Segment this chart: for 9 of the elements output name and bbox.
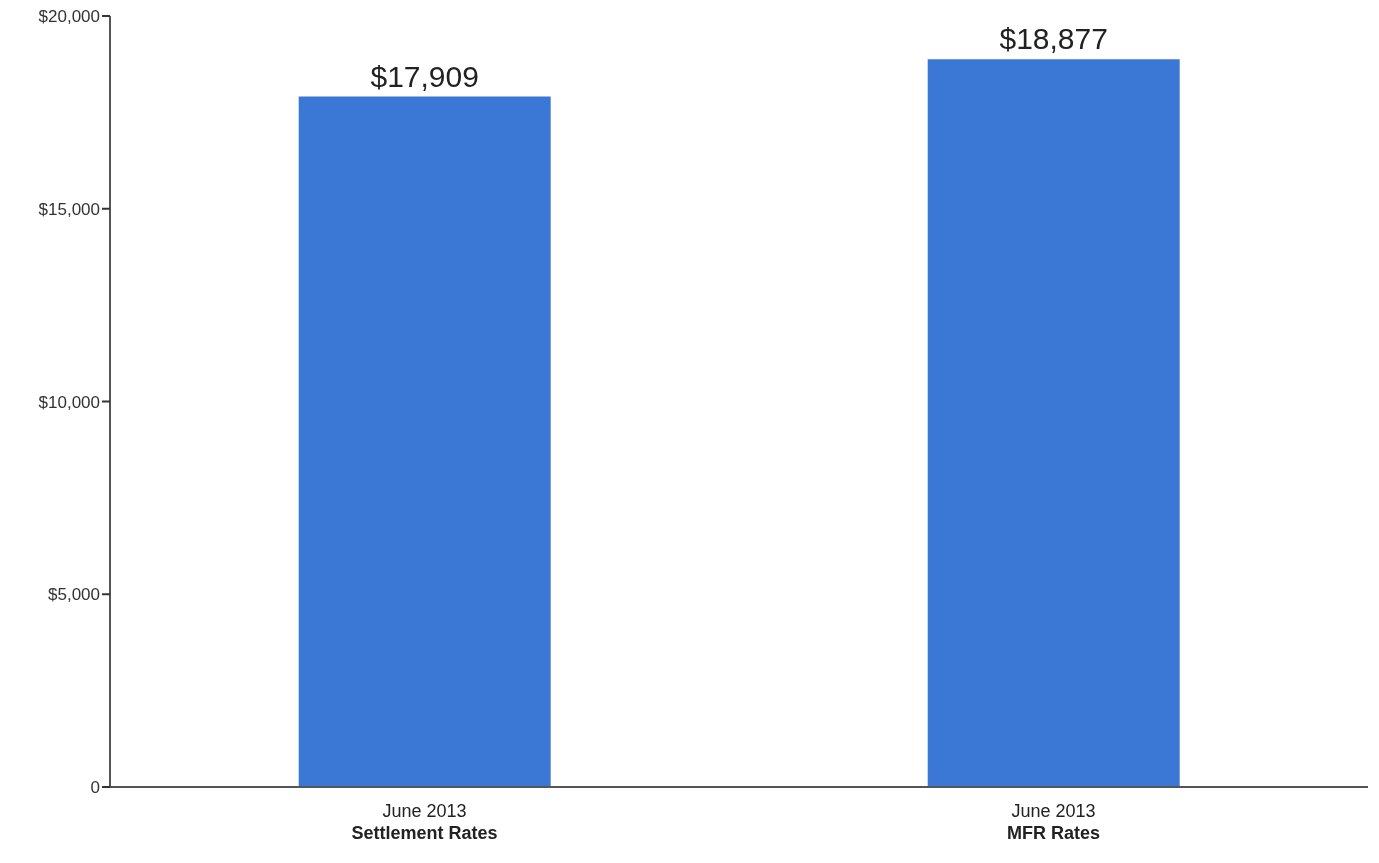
x-tick-label: June 2013 Settlement Rates <box>351 801 498 843</box>
y-tick-label: 0 <box>90 778 100 798</box>
y-tick-label: $15,000 <box>38 199 100 219</box>
data-label: $17,909 <box>370 59 479 93</box>
x-tick-label: June 2013 MFR Rates <box>1006 801 1101 843</box>
y-tick-label: $5,000 <box>48 585 100 605</box>
data-label: $18,877 <box>999 22 1108 56</box>
y-tick-label: $10,000 <box>38 392 100 412</box>
y-tick-label: $20,000 <box>38 7 100 27</box>
